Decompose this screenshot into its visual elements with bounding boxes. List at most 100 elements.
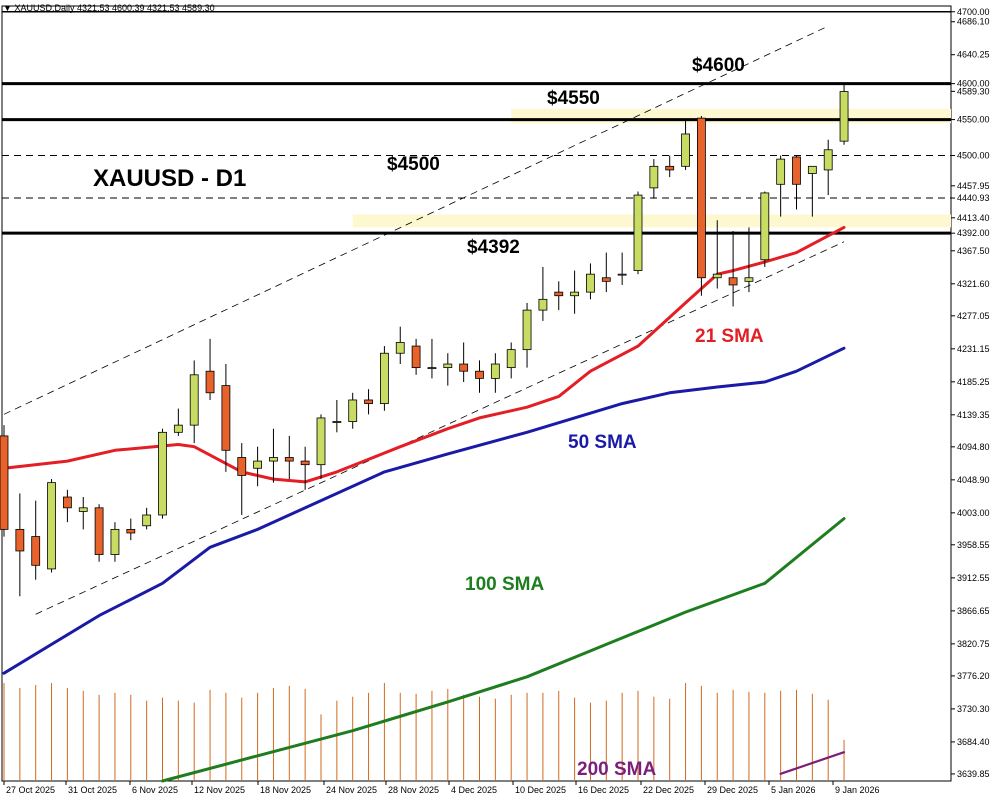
candle-22 <box>348 392 358 429</box>
candle-body <box>554 291 564 297</box>
y-tick-label: 4440.93 <box>957 193 990 203</box>
candle-1 <box>15 493 25 597</box>
candle-body <box>443 363 453 369</box>
candle-body <box>348 399 358 422</box>
y-tick-label: 4500.00 <box>957 151 990 161</box>
candle-body <box>94 507 104 555</box>
y-tick-label: 3958.55 <box>957 540 990 550</box>
candle-body <box>586 273 595 293</box>
candle-40 <box>633 191 643 275</box>
candle-16 <box>253 446 263 487</box>
candle-0 <box>0 425 9 537</box>
support-zone-1 <box>352 214 951 228</box>
candle-11 <box>173 408 183 436</box>
candle-body <box>31 536 41 566</box>
y-tick-label: 4231.15 <box>957 344 990 354</box>
candle-20 <box>316 414 326 480</box>
candle-5 <box>78 497 88 530</box>
level-label-4550: $4550 <box>547 88 600 109</box>
candle-body <box>237 457 247 476</box>
candle-12 <box>189 360 199 444</box>
chart-title: XAUUSD - D1 <box>93 165 246 192</box>
candle-body <box>0 435 9 530</box>
candle-body <box>110 528 120 555</box>
candle-body <box>300 460 310 466</box>
candle-body <box>253 460 263 469</box>
candle-45 <box>712 220 722 289</box>
x-tick-label: 6 Nov 2025 <box>132 785 178 795</box>
candle-body <box>158 431 167 516</box>
candle-19 <box>300 446 310 490</box>
candle-body <box>617 273 627 276</box>
candle-27 <box>427 338 437 379</box>
candle-30 <box>475 360 484 393</box>
candle-3 <box>47 479 56 573</box>
candle-2 <box>31 500 41 580</box>
plot-frame <box>1 5 952 782</box>
candle-body <box>173 424 183 433</box>
candle-body <box>506 349 516 369</box>
candle-43 <box>681 119 690 170</box>
candle-body <box>221 385 231 451</box>
candle-18 <box>284 435 294 480</box>
x-tick-label: 29 Dec 2025 <box>707 785 758 795</box>
x-tick-label: 31 Oct 2025 <box>68 785 117 795</box>
candle-body <box>649 165 659 189</box>
x-tick-label: 16 Dec 2025 <box>578 785 629 795</box>
candle-body <box>570 291 579 297</box>
candle-body <box>395 342 405 354</box>
sma100-label: 100 SMA <box>465 574 544 595</box>
sma50-line <box>2 346 846 675</box>
candle-body <box>760 192 770 261</box>
candle-body <box>189 374 199 426</box>
x-tick-label: 28 Nov 2025 <box>388 785 439 795</box>
dropdown-arrow-icon[interactable]: ▼ <box>3 3 12 13</box>
candle-body <box>475 370 484 379</box>
candle-48 <box>760 191 770 267</box>
candle-13 <box>205 338 215 400</box>
candle-body <box>681 133 690 167</box>
y-tick-label: 4048.90 <box>957 475 990 485</box>
y-tick-label: 4277.05 <box>957 311 990 321</box>
y-tick-label: 4600.00 <box>957 79 990 89</box>
candle-body <box>697 117 706 279</box>
candle-body <box>126 528 136 534</box>
candle-body <box>776 158 786 185</box>
sma21-label: 21 SMA <box>695 326 764 347</box>
symbol-ohlc-readout: XAUUSD,Daily 4321.53 4600.39 4321.53 458… <box>14 3 215 13</box>
candle-34 <box>538 266 548 321</box>
y-tick-label: 4413.40 <box>957 213 990 223</box>
candle-32 <box>506 342 516 379</box>
candle-body <box>522 309 532 351</box>
sma50-label: 50 SMA <box>568 432 637 453</box>
candle-body <box>490 363 500 379</box>
y-tick-label: 4640.25 <box>957 50 990 60</box>
candle-39 <box>617 252 627 285</box>
candle-53 <box>839 83 849 145</box>
candle-17 <box>269 428 278 483</box>
candle-51 <box>807 165 817 217</box>
y-tick-label: 4139.35 <box>957 410 990 420</box>
candle-body <box>744 277 754 282</box>
x-tick-label: 5 Jan 2026 <box>771 785 816 795</box>
candle-body <box>823 149 833 171</box>
candle-49 <box>776 155 786 217</box>
candle-46 <box>728 231 738 307</box>
y-tick-label: 4700.00 <box>957 7 990 17</box>
y-tick-label: 4003.00 <box>957 508 990 518</box>
level-label-4392: $4392 <box>467 237 520 258</box>
candle-21 <box>332 399 342 433</box>
candle-9 <box>142 507 152 530</box>
x-tick-label: 4 Dec 2025 <box>451 785 497 795</box>
candle-body <box>142 514 152 527</box>
x-tick-label: 9 Jan 2026 <box>835 785 880 795</box>
candle-4 <box>63 489 72 523</box>
x-tick-label: 10 Dec 2025 <box>515 785 566 795</box>
chart-header: ▼ XAUUSD,Daily 4321.53 4600.39 4321.53 4… <box>3 3 215 13</box>
candle-body <box>807 165 817 174</box>
candle-6 <box>94 504 104 562</box>
sma100-line <box>161 517 846 783</box>
candle-35 <box>554 281 564 311</box>
